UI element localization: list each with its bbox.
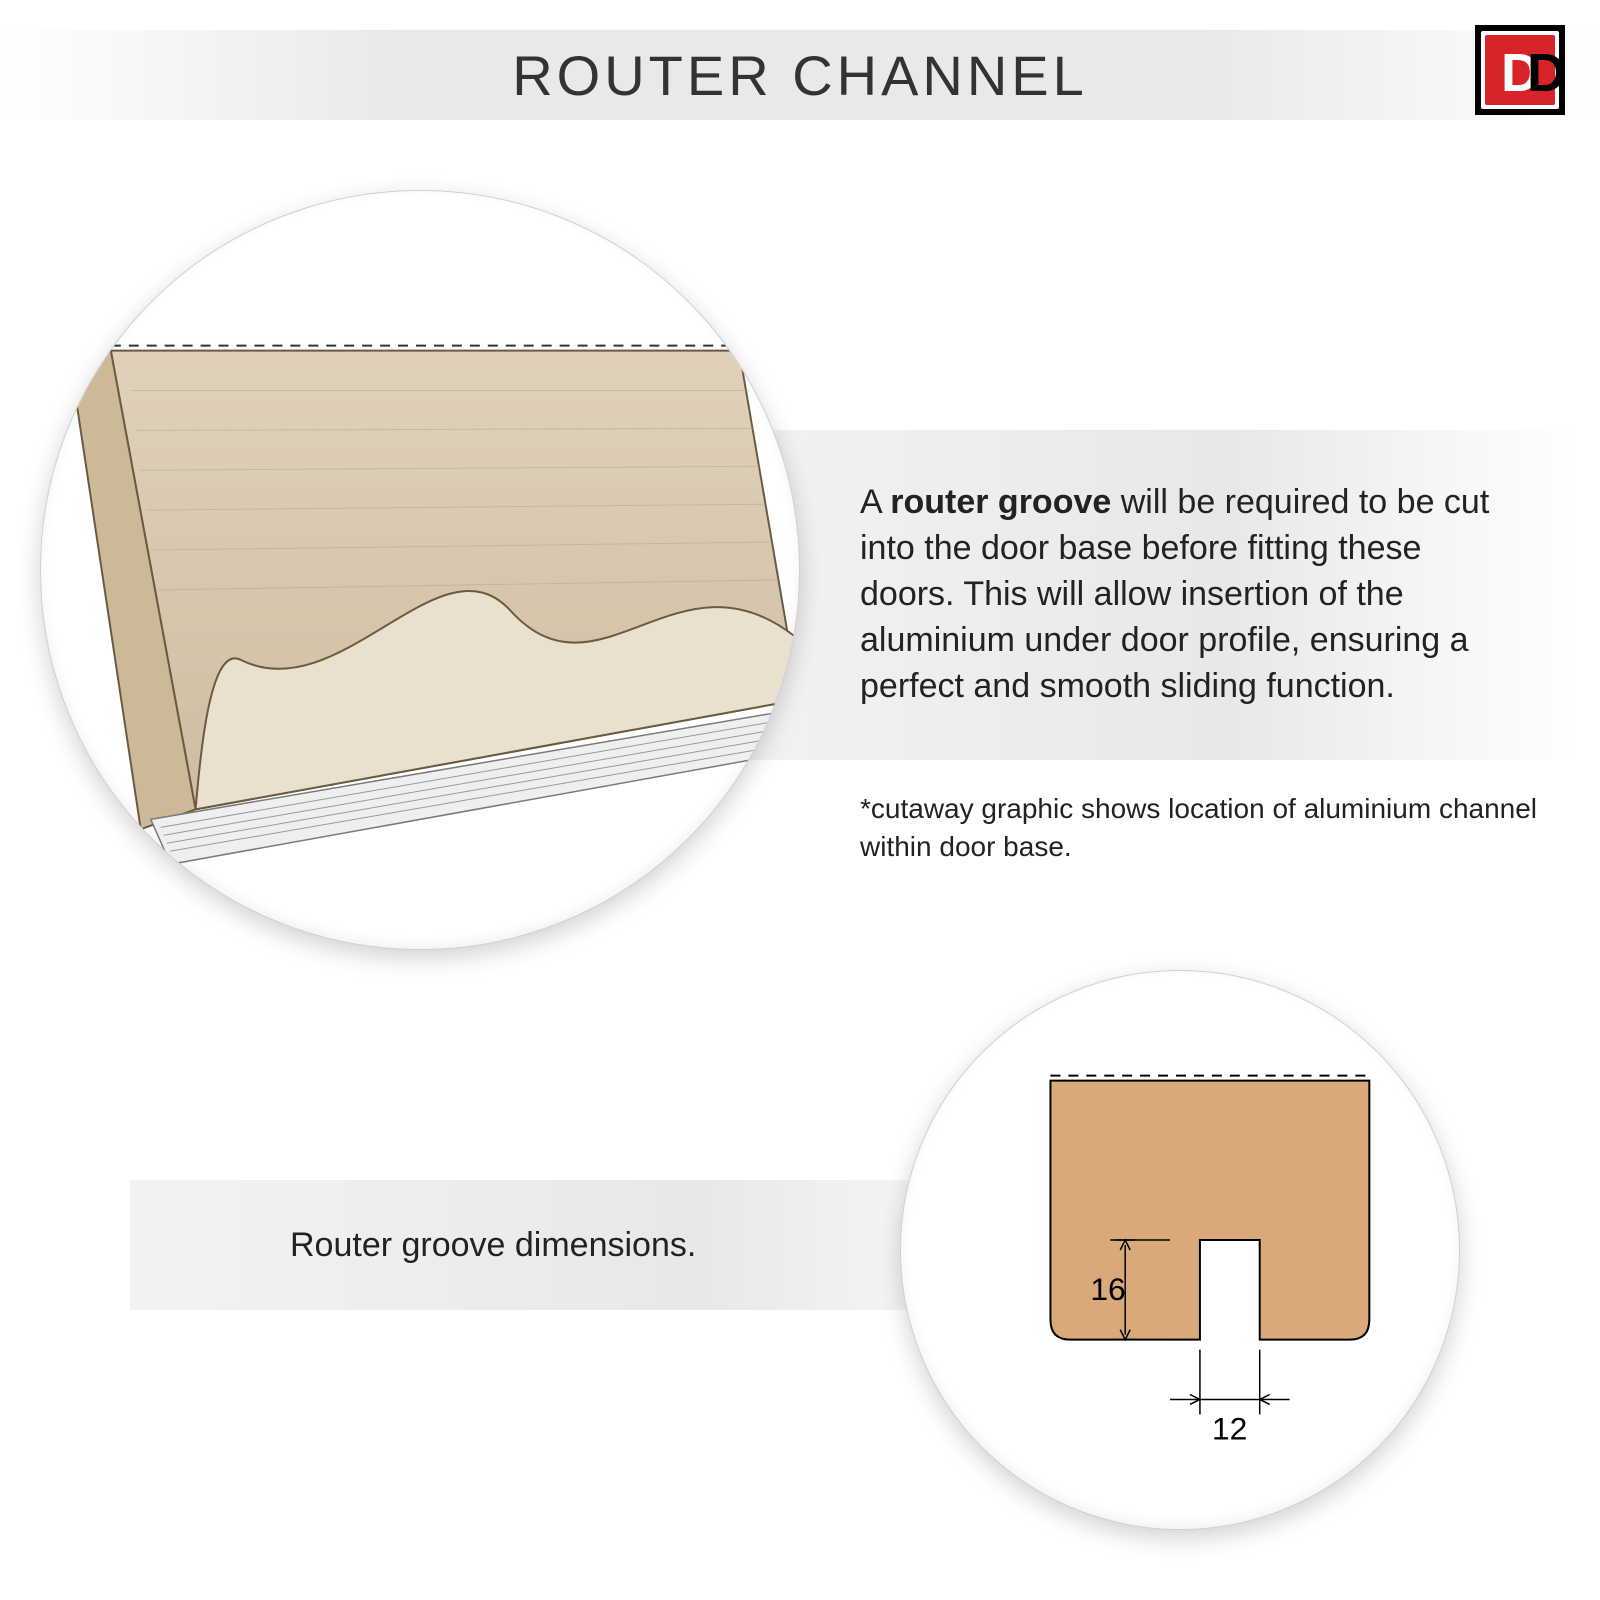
cutaway-illustration [40, 190, 800, 950]
description-band: A router groove will be required to be c… [700, 430, 1580, 760]
para-bold: router groove [890, 483, 1111, 521]
cutaway-svg [41, 191, 799, 949]
depth-value: 16 [1090, 1271, 1125, 1307]
logo-letter-2: D [1527, 43, 1565, 103]
dimensions-label: Router groove dimensions. [290, 1226, 696, 1265]
para-rest: will be required to be cut into the door… [860, 483, 1489, 705]
title-band: ROUTER CHANNEL [0, 30, 1600, 120]
page-title: ROUTER CHANNEL [512, 43, 1088, 108]
cross-section-illustration: 16 12 [900, 970, 1460, 1530]
width-value: 12 [1212, 1410, 1247, 1446]
footnote-text: *cutaway graphic shows location of alumi… [860, 790, 1540, 866]
cross-section-svg: 16 12 [901, 971, 1459, 1529]
para-prefix: A [860, 483, 890, 521]
dd-logo: D D [1475, 25, 1565, 115]
description-text: A router groove will be required to be c… [860, 480, 1520, 709]
